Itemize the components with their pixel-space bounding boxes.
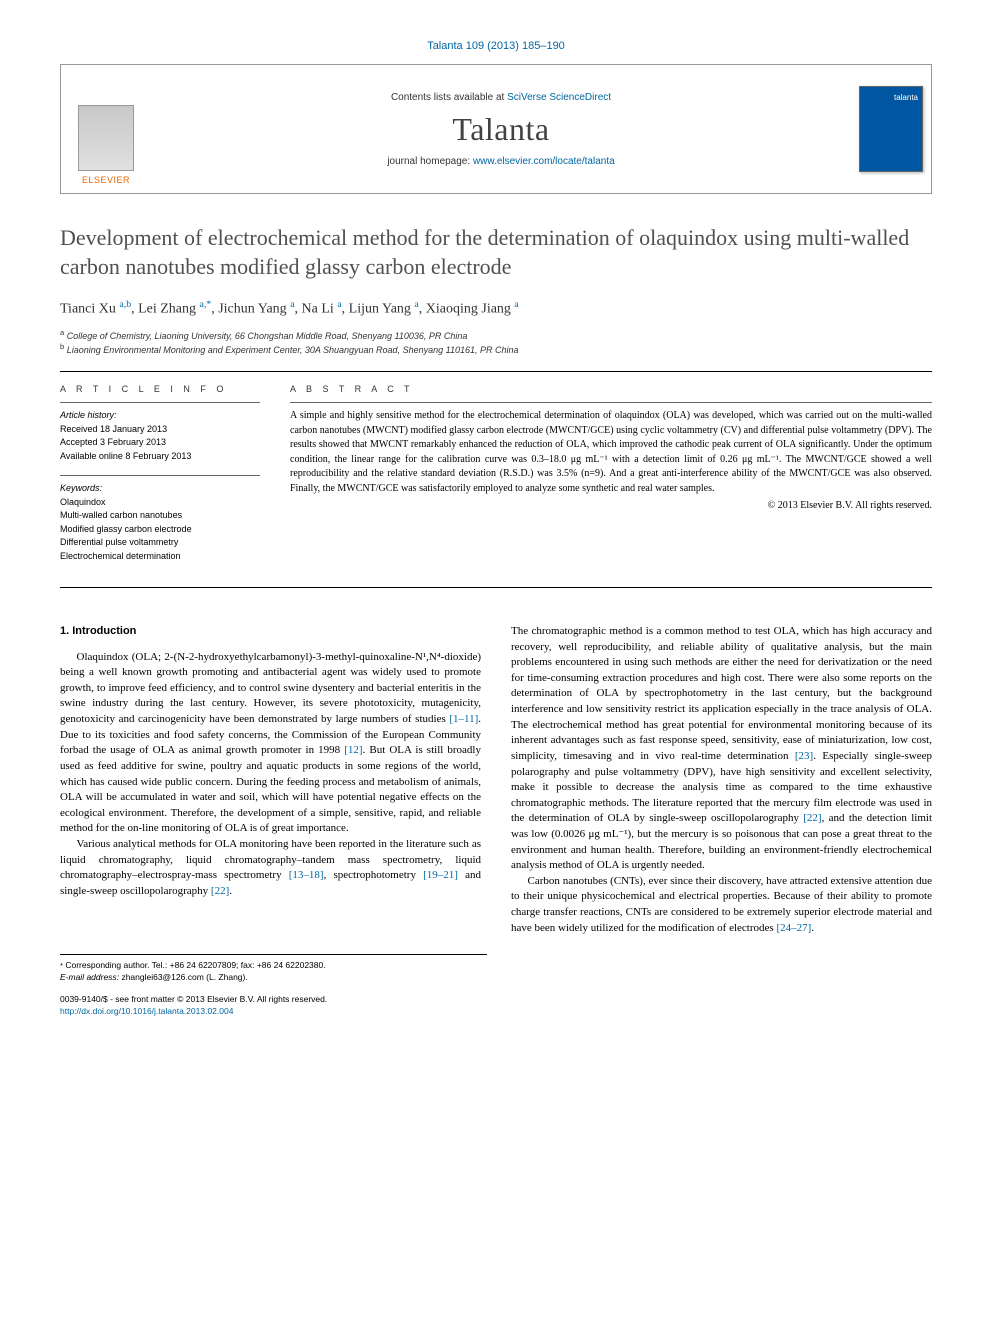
issn-line: 0039-9140/$ - see front matter © 2013 El… bbox=[60, 994, 932, 1006]
affiliation-b: Liaoning Environmental Monitoring and Ex… bbox=[67, 345, 519, 355]
article-info-column: A R T I C L E I N F O Article history: R… bbox=[60, 384, 260, 575]
keyword: Modified glassy carbon electrode bbox=[60, 523, 260, 537]
keyword: Differential pulse voltammetry bbox=[60, 536, 260, 550]
corr-author-line: Corresponding author. Tel.: +86 24 62207… bbox=[65, 960, 325, 970]
affiliations: a College of Chemistry, Liaoning Univers… bbox=[60, 328, 932, 357]
abstract-column: A B S T R A C T A simple and highly sens… bbox=[290, 384, 932, 575]
citation-line: Talanta 109 (2013) 185–190 bbox=[60, 40, 932, 52]
keyword: Electrochemical determination bbox=[60, 550, 260, 564]
elsevier-tree-icon bbox=[78, 105, 134, 171]
abstract-heading: A B S T R A C T bbox=[290, 384, 932, 394]
keywords-title: Keywords: bbox=[60, 482, 260, 496]
sciencedirect-link[interactable]: SciVerse ScienceDirect bbox=[507, 92, 611, 103]
online-date: Available online 8 February 2013 bbox=[60, 450, 260, 464]
cover-thumbnail-block: talanta bbox=[851, 65, 931, 193]
keywords-block: Keywords: Olaquindox Multi-walled carbon… bbox=[60, 475, 260, 563]
journal-name: Talanta bbox=[452, 111, 549, 148]
received-date: Received 18 January 2013 bbox=[60, 423, 260, 437]
cover-label: talanta bbox=[894, 93, 918, 102]
corresponding-author-footnote: * Corresponding author. Tel.: +86 24 622… bbox=[60, 954, 487, 984]
introduction-heading: 1. Introduction bbox=[60, 624, 481, 640]
keyword: Multi-walled carbon nanotubes bbox=[60, 509, 260, 523]
abstract-text: A simple and highly sensitive method for… bbox=[290, 402, 932, 496]
journal-cover-icon: talanta bbox=[859, 86, 923, 172]
publisher-logo-block: ELSEVIER bbox=[61, 65, 151, 193]
left-column: 1. Introduction Olaquindox (OLA; 2-(N-2-… bbox=[60, 624, 481, 936]
publisher-name: ELSEVIER bbox=[82, 175, 130, 185]
article-title: Development of electrochemical method fo… bbox=[60, 224, 932, 281]
journal-homepage-line: journal homepage: www.elsevier.com/locat… bbox=[387, 156, 614, 167]
history-title: Article history: bbox=[60, 409, 260, 423]
journal-masthead: ELSEVIER Contents lists available at Sci… bbox=[60, 64, 932, 194]
doi-block: 0039-9140/$ - see front matter © 2013 El… bbox=[60, 994, 932, 1018]
keyword: Olaquindox bbox=[60, 496, 260, 510]
contents-prefix: Contents lists available at bbox=[391, 92, 507, 103]
contents-available-line: Contents lists available at SciVerse Sci… bbox=[391, 92, 611, 103]
body-paragraph: Olaquindox (OLA; 2-(N-2-hydroxyethylcarb… bbox=[60, 650, 481, 837]
article-history-block: Article history: Received 18 January 201… bbox=[60, 402, 260, 463]
body-paragraph: Various analytical methods for OLA monit… bbox=[60, 837, 481, 899]
doi-link[interactable]: http://dx.doi.org/10.1016/j.talanta.2013… bbox=[60, 1006, 233, 1016]
body-paragraph: The chromatographic method is a common m… bbox=[511, 624, 932, 874]
abstract-copyright: © 2013 Elsevier B.V. All rights reserved… bbox=[290, 500, 932, 511]
homepage-prefix: journal homepage: bbox=[387, 156, 473, 167]
divider bbox=[60, 371, 932, 372]
article-info-heading: A R T I C L E I N F O bbox=[60, 384, 260, 394]
accepted-date: Accepted 3 February 2013 bbox=[60, 436, 260, 450]
email-label: E-mail address: bbox=[60, 972, 119, 982]
divider bbox=[60, 587, 932, 588]
right-column: The chromatographic method is a common m… bbox=[511, 624, 932, 936]
body-two-column: 1. Introduction Olaquindox (OLA; 2-(N-2-… bbox=[60, 624, 932, 936]
body-paragraph: Carbon nanotubes (CNTs), ever since thei… bbox=[511, 874, 932, 936]
affiliation-a: College of Chemistry, Liaoning Universit… bbox=[67, 331, 468, 341]
corr-email: zhanglei63@126.com (L. Zhang). bbox=[121, 972, 247, 982]
journal-homepage-link[interactable]: www.elsevier.com/locate/talanta bbox=[473, 156, 615, 167]
author-list: Tianci Xu a,b, Lei Zhang a,*, Jichun Yan… bbox=[60, 299, 932, 318]
